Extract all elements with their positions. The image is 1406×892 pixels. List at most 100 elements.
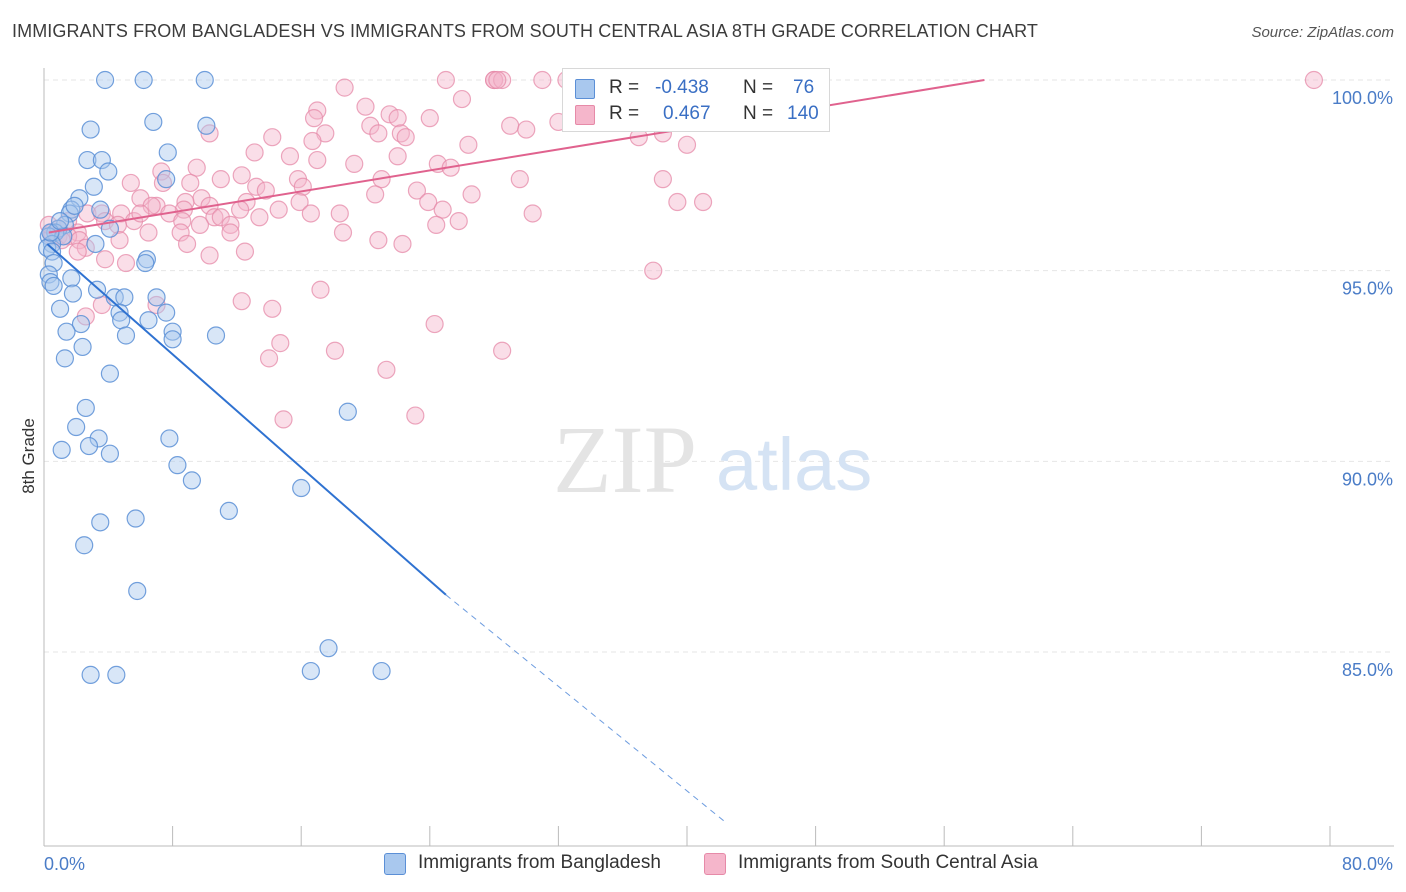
data-point-bangladesh <box>158 143 177 162</box>
x-tick-label: 0.0% <box>44 854 85 874</box>
blue-points-group <box>38 70 391 684</box>
data-point-south-central-asia <box>406 406 425 425</box>
data-point-south-central-asia <box>517 120 536 139</box>
data-point-bangladesh <box>160 429 179 448</box>
data-point-south-central-asia <box>356 97 375 116</box>
legend-r-value: 0.467 <box>663 103 711 124</box>
data-point-bangladesh <box>79 436 99 456</box>
data-point-south-central-asia <box>427 215 446 235</box>
data-point-bangladesh <box>95 70 115 90</box>
data-point-south-central-asia <box>235 242 255 261</box>
data-point-south-central-asia <box>335 78 354 97</box>
data-point-bangladesh <box>71 314 91 334</box>
data-point-south-central-asia <box>459 135 478 154</box>
legend-n-value: 140 <box>787 103 819 124</box>
legend-n-label: N = <box>743 77 774 98</box>
data-point-bangladesh <box>73 337 92 357</box>
data-point-bangladesh <box>65 196 84 215</box>
data-point-bangladesh <box>76 398 95 418</box>
data-point-bangladesh <box>91 513 110 532</box>
data-point-south-central-asia <box>436 70 455 90</box>
trendline-bangladesh <box>46 243 447 596</box>
data-point-south-central-asia <box>200 246 219 265</box>
data-point-bangladesh <box>338 402 357 421</box>
data-point-south-central-asia <box>308 150 327 170</box>
data-point-south-central-asia <box>171 223 190 242</box>
data-point-bangladesh <box>168 456 187 475</box>
data-point-south-central-asia <box>510 170 529 189</box>
data-point-south-central-asia <box>205 208 224 227</box>
data-point-south-central-asia <box>653 170 672 189</box>
legend-r-label: R = <box>609 77 640 98</box>
data-point-bangladesh <box>57 322 76 341</box>
data-point-bangladesh <box>89 429 108 448</box>
data-point-bangladesh <box>84 177 103 196</box>
data-point-bangladesh <box>126 509 145 528</box>
data-point-bangladesh <box>163 330 182 349</box>
data-point-bangladesh <box>63 284 83 303</box>
data-point-south-central-asia <box>263 299 282 318</box>
legend-swatch-pink <box>704 853 726 875</box>
data-point-south-central-asia <box>304 109 324 128</box>
data-point-south-central-asia <box>493 70 512 90</box>
data-point-south-central-asia <box>330 204 349 223</box>
gridlines <box>44 79 1390 653</box>
watermark: ZIP atlas <box>553 406 872 513</box>
data-point-south-central-asia <box>190 215 210 235</box>
data-point-south-central-asia <box>232 292 251 311</box>
data-point-bangladesh <box>81 665 100 684</box>
data-point-south-central-asia <box>303 131 322 151</box>
data-point-south-central-asia <box>68 242 87 261</box>
data-point-bangladesh <box>116 326 136 345</box>
data-point-south-central-asia <box>388 109 407 128</box>
data-point-bangladesh <box>144 112 163 132</box>
data-point-bangladesh <box>292 478 311 498</box>
legend-swatch-blue <box>384 853 406 875</box>
data-point-south-central-asia <box>677 135 697 154</box>
data-point-south-central-asia <box>533 70 552 90</box>
data-point-south-central-asia <box>181 173 200 193</box>
data-point-bangladesh <box>50 299 70 318</box>
data-point-bangladesh <box>147 288 166 307</box>
data-point-south-central-asia <box>393 234 412 254</box>
series-legend: Immigrants from Bangladesh Immigrants fr… <box>0 852 1406 876</box>
data-point-south-central-asia <box>250 208 269 227</box>
data-point-bangladesh <box>78 150 97 170</box>
data-point-south-central-asia <box>147 295 166 315</box>
data-point-bangladesh <box>75 536 94 555</box>
data-point-bangladesh <box>157 170 176 189</box>
data-point-bangladesh <box>52 440 71 459</box>
data-point-south-central-asia <box>187 158 206 177</box>
legend-label-south-central-asia: Immigrants from South Central Asia <box>738 852 1038 873</box>
legend-label-bangladesh: Immigrants from Bangladesh <box>418 852 661 873</box>
data-point-south-central-asia <box>425 314 444 334</box>
data-point-bangladesh <box>62 269 81 288</box>
data-point-south-central-asia <box>433 200 452 219</box>
data-point-south-central-asia <box>269 200 288 219</box>
data-point-south-central-asia <box>116 253 136 273</box>
data-point-south-central-asia <box>377 360 396 379</box>
data-point-south-central-asia <box>256 181 275 200</box>
data-point-bangladesh <box>115 288 134 307</box>
data-point-south-central-asia <box>668 192 687 212</box>
trendline-bangladesh-extension <box>445 594 728 824</box>
data-point-bangladesh <box>55 349 74 368</box>
data-point-south-central-asia <box>333 223 353 242</box>
stats-legend: R = -0.438 N = 76 R = 0.467 N = 140 <box>562 68 830 132</box>
data-point-south-central-asia <box>121 173 140 193</box>
data-point-south-central-asia <box>396 128 415 147</box>
data-point-south-central-asia <box>523 204 542 223</box>
data-point-south-central-asia <box>369 231 388 250</box>
data-point-south-central-asia <box>290 192 309 212</box>
data-point-bangladesh <box>100 364 120 383</box>
data-point-bangladesh <box>87 280 107 299</box>
data-point-bangladesh <box>100 219 120 238</box>
y-tick-label: 85.0% <box>1342 660 1393 680</box>
data-point-bangladesh <box>44 253 63 273</box>
legend-n-label: N = <box>743 103 774 124</box>
y-axis-label: 8th Grade <box>19 418 38 494</box>
data-point-south-central-asia <box>247 177 266 196</box>
data-point-bangladesh <box>92 150 111 170</box>
data-point-bangladesh <box>50 211 70 231</box>
